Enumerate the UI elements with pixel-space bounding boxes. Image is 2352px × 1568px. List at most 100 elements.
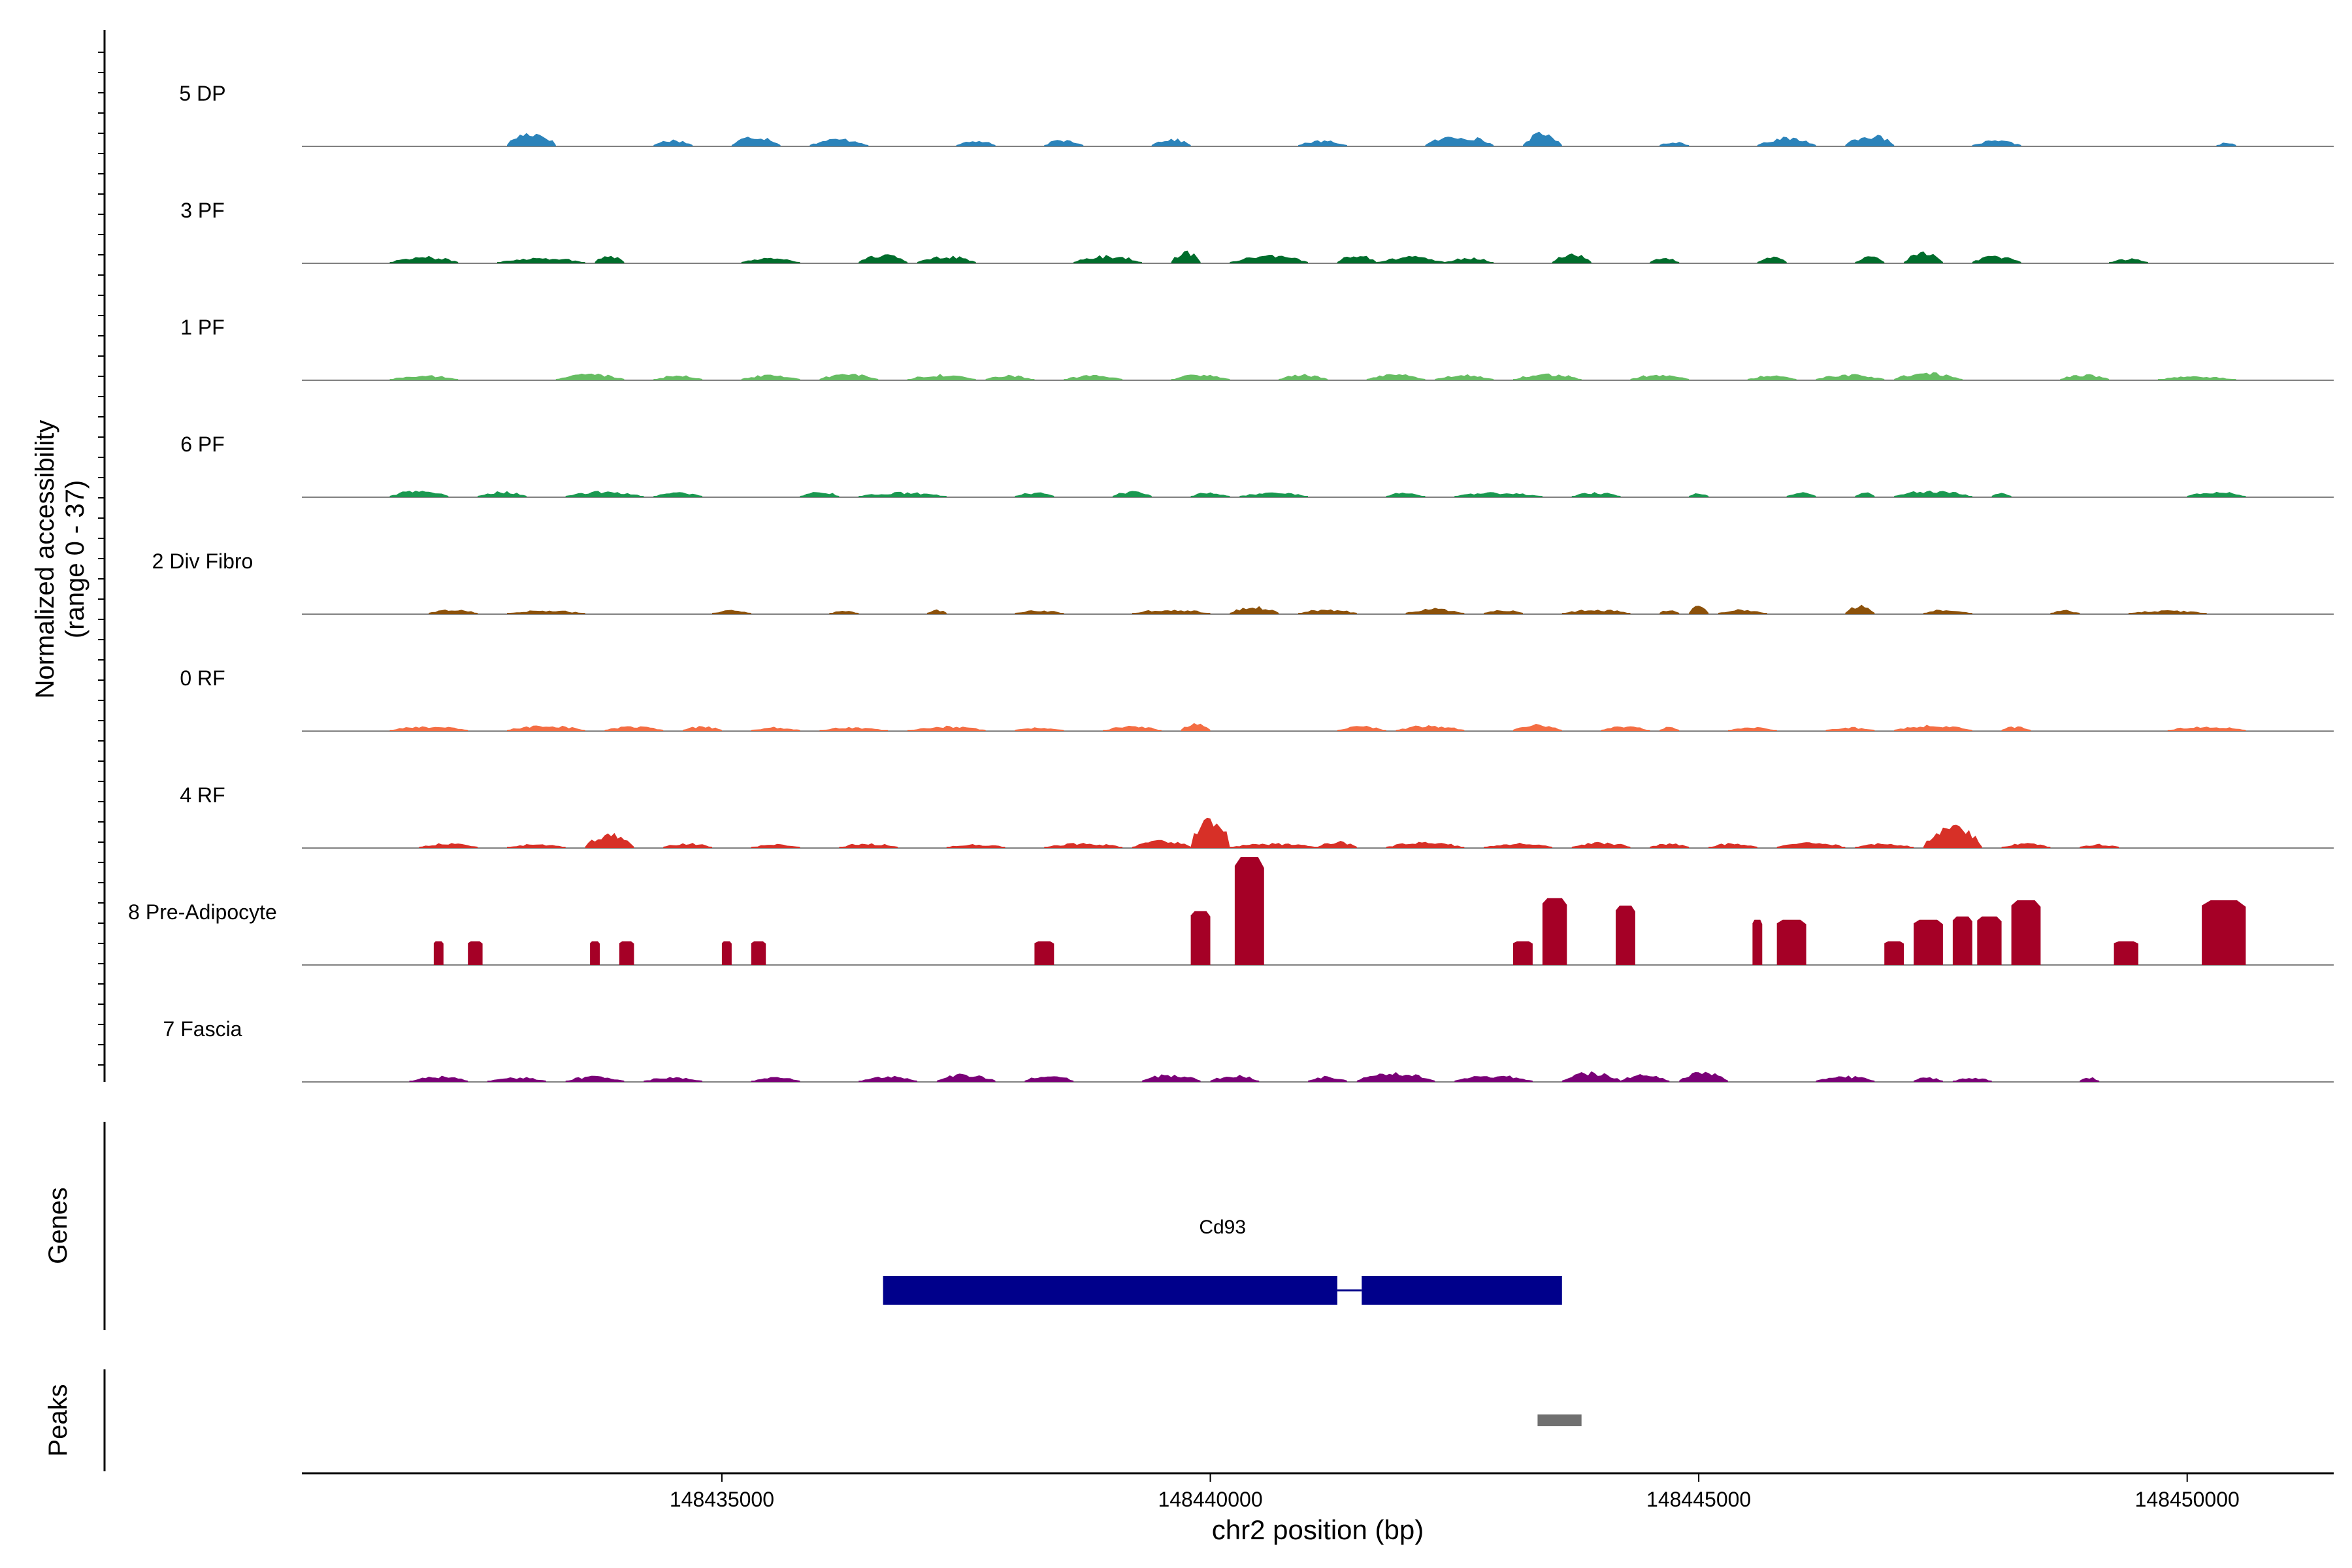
coverage-peak [751,727,800,731]
coverage-peak [604,726,664,731]
coverage-peak [1571,841,1631,848]
track-8-pre-adipocyte: 8 Pre-Adipocyte [128,857,2334,966]
track-label: 1 PF [180,316,225,339]
coverage-peak [1298,609,1357,614]
coverage-peak [1708,843,1757,848]
coverage-peak [1523,131,1562,146]
coverage-peak [1044,843,1122,848]
coverage-peak [1542,898,1567,965]
coverage-peak [1571,492,1621,497]
peak-region [1537,1414,1582,1426]
coverage-peak [917,255,976,263]
track-label: 4 RF [180,783,225,807]
coverage-peak [1952,916,1972,965]
coverage-peak [1230,606,1279,614]
coverage-peak [907,374,976,380]
coverage-peak [1073,255,1142,263]
genes-panel-label: Genes [44,1187,73,1264]
coverage-peak [1513,373,1582,380]
coverage-peak [1308,1075,1347,1082]
coverage-peak [1845,135,1895,146]
coverage-peak [1825,727,1875,731]
coverage-peak [751,843,800,848]
coverage-peak [731,137,781,146]
coverage-peak [1513,724,1562,731]
coverage-peak [389,255,459,263]
coverage-peak [1396,725,1465,731]
coverage-peak [1650,258,1680,263]
coverage-peak [2129,610,2207,614]
coverage-peak [2157,376,2236,380]
coverage-peak [1616,906,1635,965]
coverage-peak [1113,491,1152,497]
coverage-peak [1757,137,1816,146]
coverage-peak [2050,610,2080,614]
coverage-peak [1181,723,1211,731]
coverage-peak [1894,725,1972,731]
coverage-peak [819,727,889,731]
coverage-peak [1752,919,1763,965]
coverage-peak [1376,255,1445,263]
track-label: 0 RF [180,666,225,690]
gene-exons [883,1276,1562,1305]
coverage-peak [1386,841,1465,848]
coverage-peak [1923,610,1972,614]
coverage-peak [1015,727,1064,731]
coverage-peak [2011,900,2041,965]
coverage-peak [1561,610,1631,614]
coverage-peak [1904,251,1943,263]
coverage-peak [800,492,840,497]
coverage-peak [2060,374,2110,380]
coverage-peak [819,374,879,380]
coverage-peak [409,1075,468,1082]
coverage-peak [1454,1075,1533,1082]
coverage-peak [429,610,478,614]
coverage-peak [653,492,702,497]
track-label: 8 Pre-Adipocyte [128,900,277,924]
coverage-peak [1552,253,1592,263]
coverage-peak [712,610,751,614]
coverage-peak [1972,140,2021,146]
coverage-peak [1855,843,1914,848]
coverage-peak [946,844,1005,848]
x-axis-ticks: 148435000 148440000 148445000 148450000 [670,1473,2240,1511]
coverage-peak [1141,1074,1201,1082]
coverage-peak [1044,140,1084,146]
coverage-peak [653,375,702,380]
coverage-peak [751,941,766,965]
coverage-peak [1171,374,1230,380]
coverage-peak [1914,919,1943,965]
coverage-peak [1230,843,1318,848]
gene-exon-1 [883,1276,1337,1305]
coverage-peak [487,1077,546,1082]
coverage-peak [1015,610,1064,614]
coverage-peak [2109,258,2148,263]
peak-regions [1537,1414,1582,1426]
coverage-peak [1894,372,1963,380]
track-3-pf: 3 PF [180,199,2334,264]
coverage-peak [1210,1075,1260,1082]
coverage-peak [497,257,585,263]
coverage-peak [1513,941,1533,965]
y-axis-label-line1: Normalized accessibility [31,420,59,699]
coverage-peak [585,832,634,848]
coverage-peak [653,139,693,146]
coverage-peak [590,941,600,965]
coverage-peak [1190,817,1230,848]
coverage-peak [1747,375,1797,380]
coverage-peak [1337,726,1386,731]
coverage-peak [1620,1074,1670,1082]
coverage-peak [507,844,566,848]
coverage-peak [1776,842,1846,848]
coverage-peak [565,491,644,497]
coverage-peak [1190,911,1211,965]
coverage-peak [1728,727,1777,731]
coverage-peak [1894,490,1972,497]
coverage-peak [1356,1071,1435,1082]
coverage-peak [858,1075,917,1082]
coverage-peak [809,139,869,146]
coverage-peak [468,941,483,965]
track-2-div-fibro: 2 Div Fibro [152,549,2334,615]
coverage-peak [1601,726,1650,731]
coverage-peak [1366,374,1426,380]
